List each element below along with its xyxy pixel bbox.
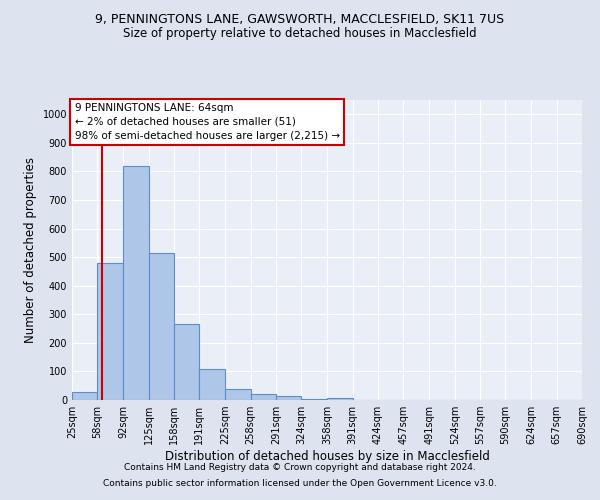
Y-axis label: Number of detached properties: Number of detached properties: [24, 157, 37, 343]
Bar: [149, 253, 174, 400]
Text: 9 PENNINGTONS LANE: 64sqm
← 2% of detached houses are smaller (51)
98% of semi-d: 9 PENNINGTONS LANE: 64sqm ← 2% of detach…: [74, 103, 340, 141]
Bar: [97, 263, 122, 400]
Bar: [124, 166, 149, 400]
Text: Contains HM Land Registry data © Crown copyright and database right 2024.: Contains HM Land Registry data © Crown c…: [124, 464, 476, 472]
Text: 9, PENNINGTONS LANE, GAWSWORTH, MACCLESFIELD, SK11 7US: 9, PENNINGTONS LANE, GAWSWORTH, MACCLESF…: [95, 12, 505, 26]
Bar: [301, 398, 326, 400]
Bar: [72, 392, 97, 400]
X-axis label: Distribution of detached houses by size in Macclesfield: Distribution of detached houses by size …: [164, 450, 490, 463]
Text: Contains public sector information licensed under the Open Government Licence v3: Contains public sector information licen…: [103, 478, 497, 488]
Bar: [251, 394, 276, 400]
Text: Size of property relative to detached houses in Macclesfield: Size of property relative to detached ho…: [123, 28, 477, 40]
Bar: [226, 390, 251, 400]
Bar: [276, 396, 301, 400]
Bar: [199, 368, 224, 400]
Bar: [328, 398, 353, 400]
Bar: [174, 324, 199, 400]
